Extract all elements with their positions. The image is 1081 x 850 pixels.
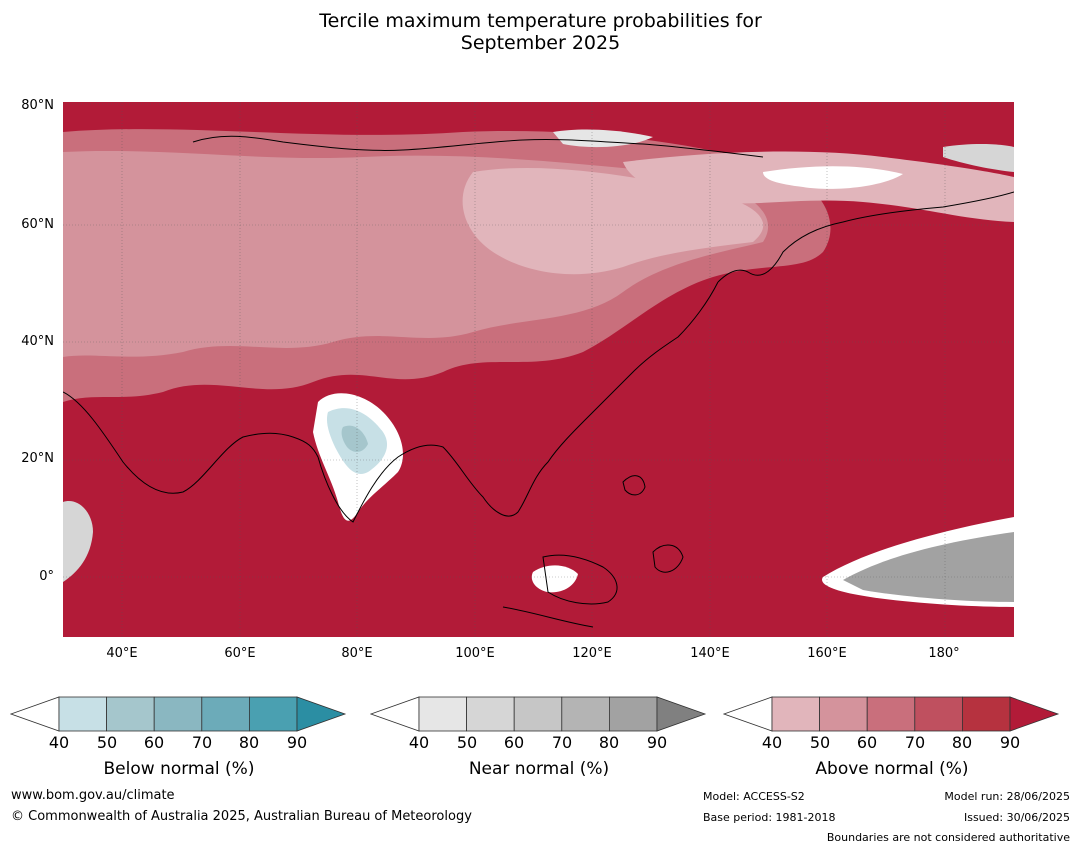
model-text: Model: ACCESS-S2 — [703, 790, 805, 803]
cbar-tick: 40 — [408, 733, 430, 752]
cbar-tick: 60 — [503, 733, 525, 752]
base-period-text: Base period: 1981-2018 — [703, 811, 836, 824]
lon-label-180: 180° — [928, 646, 960, 661]
lat-label-60n: 60°N — [21, 217, 54, 232]
cbar-segment-low-arrow — [370, 696, 420, 732]
cbar-tick: 70 — [551, 733, 573, 752]
cbar-segment-low-arrow — [723, 696, 773, 732]
cbar-segment-high-arrow — [1009, 696, 1060, 732]
cbar-segment — [608, 696, 658, 732]
cbar-tick: 90 — [286, 733, 308, 752]
cbar-segment — [914, 696, 963, 732]
cbar-tick: 90 — [646, 733, 668, 752]
lat-label-0: 0° — [39, 569, 54, 584]
cbar-tick: 90 — [999, 733, 1021, 752]
lon-label-60e: 60°E — [224, 646, 256, 661]
africa-near-normal-area — [63, 501, 93, 582]
lat-label-40n: 40°N — [21, 334, 54, 349]
cbar-tick: 60 — [856, 733, 878, 752]
cbar-segment — [771, 696, 820, 732]
lon-label-120e: 120°E — [572, 646, 612, 661]
title-line-2: September 2025 — [460, 32, 621, 54]
lon-label-160e: 160°E — [807, 646, 847, 661]
cbar-segment — [961, 696, 1011, 732]
cbar-tick: 70 — [191, 733, 213, 752]
cbar-segment — [153, 696, 203, 732]
copyright-text: © Commonwealth of Australia 2025, Austra… — [11, 809, 472, 824]
cbar-segment-high-arrow — [656, 696, 707, 732]
cbar-tick: 80 — [598, 733, 620, 752]
cbar-tick: 50 — [809, 733, 831, 752]
cbar-segment — [418, 696, 467, 732]
above-normal-title: Above normal (%) — [815, 759, 969, 779]
graticule — [63, 102, 1014, 637]
cbar-segment — [466, 696, 515, 732]
cbar-segment — [248, 696, 298, 732]
pacific-near-normal-area — [843, 532, 1014, 602]
issued-text: Issued: 30/06/2025 — [963, 811, 1070, 824]
cbar-tick: 60 — [143, 733, 165, 752]
cbar-segment — [513, 696, 563, 732]
cbar-tick: 80 — [951, 733, 973, 752]
cbar-segment — [58, 696, 107, 732]
cbar-tick: 40 — [48, 733, 70, 752]
cbar-tick: 50 — [456, 733, 478, 752]
cbar-segment — [201, 696, 250, 732]
cbar-segment — [819, 696, 868, 732]
india-below-normal-60-area — [341, 425, 368, 452]
lat-label-80n: 80°N — [21, 98, 54, 113]
near-normal-colorbar — [370, 696, 707, 732]
cbar-tick: 80 — [238, 733, 260, 752]
cbar-tick: 50 — [96, 733, 118, 752]
coastlines — [63, 135, 1014, 628]
cbar-segment-high-arrow — [296, 696, 347, 732]
probability-map[interactable] — [63, 102, 1014, 637]
above-normal-colorbar — [723, 696, 1060, 732]
lon-label-140e: 140°E — [690, 646, 730, 661]
model-run-text: Model run: 28/06/2025 — [944, 790, 1070, 803]
cbar-segment — [561, 696, 610, 732]
lon-label-80e: 80°E — [341, 646, 373, 661]
lon-label-100e: 100°E — [455, 646, 495, 661]
siberia-white-area — [763, 166, 903, 189]
lon-label-40e: 40°E — [106, 646, 138, 661]
disclaimer-text: Boundaries are not considered authoritat… — [826, 831, 1070, 844]
below-normal-colorbar — [10, 696, 347, 732]
borneo-white-area — [531, 565, 578, 593]
cbar-tick: 40 — [761, 733, 783, 752]
below-normal-title: Below normal (%) — [103, 759, 255, 779]
cbar-segment-low-arrow — [10, 696, 60, 732]
near-normal-title: Near normal (%) — [468, 759, 610, 779]
cbar-tick: 70 — [904, 733, 926, 752]
website-link[interactable]: www.bom.gov.au/climate — [11, 788, 175, 803]
map-graphic — [63, 102, 1014, 637]
title-line-1: Tercile maximum temperature probabilitie… — [319, 10, 762, 32]
map-title: Tercile maximum temperature probabilitie… — [0, 10, 1081, 54]
east-siberia-near-normal-area — [943, 143, 1014, 172]
cbar-segment — [866, 696, 916, 732]
lat-label-20n: 20°N — [21, 451, 54, 466]
cbar-segment — [106, 696, 155, 732]
